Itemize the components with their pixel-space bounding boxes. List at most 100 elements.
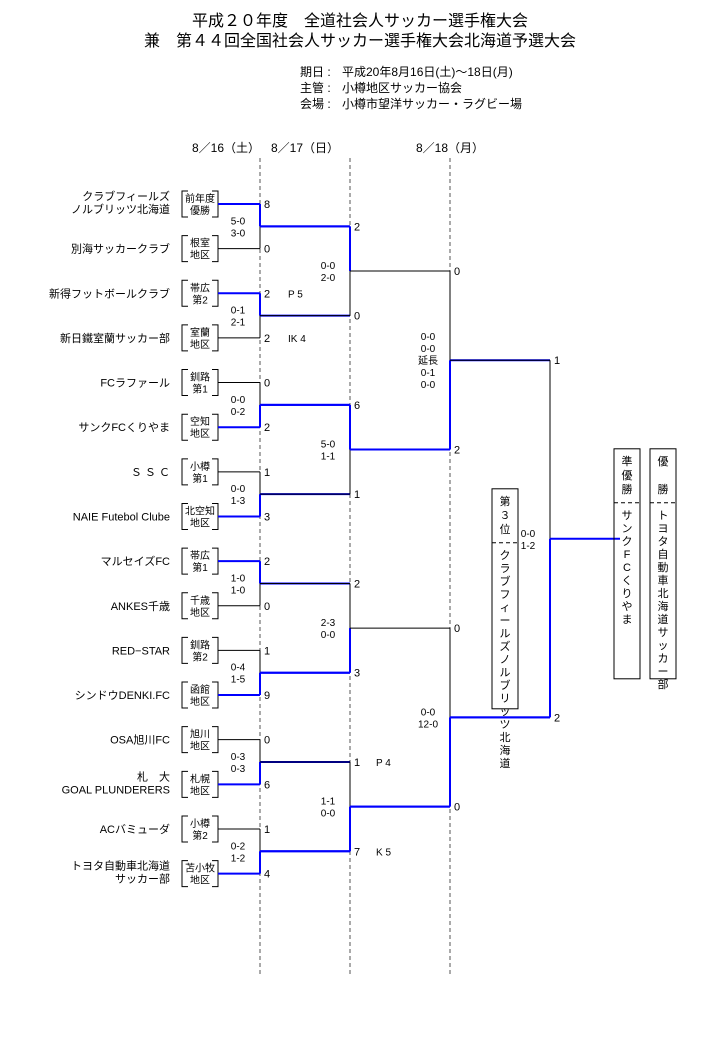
svg-text:地区: 地区 <box>190 427 210 440</box>
svg-text:平成20年8月16日(土)～18日(月): 平成20年8月16日(土)～18日(月) <box>342 65 513 79</box>
svg-text:8／16（土）: 8／16（土） <box>192 141 260 155</box>
svg-text:帯広: 帯広 <box>190 281 210 294</box>
svg-text:地区: 地区 <box>190 874 210 887</box>
team-name: シンドウDENKI.FC <box>75 689 170 702</box>
svg-text:フ: フ <box>500 589 511 601</box>
svg-text:ッ: ッ <box>500 706 511 718</box>
team-name: Ｓ Ｓ Ｃ <box>131 467 170 479</box>
svg-text:0-0: 0-0 <box>521 529 536 540</box>
svg-text:0-0: 0-0 <box>321 630 336 641</box>
svg-text:1-1: 1-1 <box>321 797 336 808</box>
svg-text:1-2: 1-2 <box>231 853 246 864</box>
svg-text:12-0: 12-0 <box>418 719 438 730</box>
svg-text:道: 道 <box>500 756 511 770</box>
svg-text:準: 準 <box>622 454 633 468</box>
svg-text:ヨ: ヨ <box>658 523 669 535</box>
svg-text:3-0: 3-0 <box>231 228 246 239</box>
svg-text:5-0: 5-0 <box>321 440 336 451</box>
svg-text:2: 2 <box>454 445 460 457</box>
svg-text:9: 9 <box>264 690 270 702</box>
svg-text:ク: ク <box>622 535 633 548</box>
svg-text:小樽地区サッカー協会: 小樽地区サッカー協会 <box>342 80 462 95</box>
svg-text:地区: 地区 <box>190 695 210 708</box>
svg-text:延長: 延長 <box>418 355 438 367</box>
svg-text:地区: 地区 <box>190 516 210 529</box>
svg-text:0-0: 0-0 <box>421 332 436 343</box>
team-name: 新得フットボールクラブ <box>49 286 170 300</box>
svg-text:前年度: 前年度 <box>185 192 215 205</box>
svg-text:優: 優 <box>622 469 633 482</box>
svg-text:期日 :: 期日 : <box>300 65 331 79</box>
svg-text:小樽市望洋サッカー・ラグビー場: 小樽市望洋サッカー・ラグビー場 <box>342 96 522 111</box>
svg-text:タ: タ <box>658 535 669 548</box>
svg-text:ー: ー <box>658 666 669 678</box>
svg-text:ル: ル <box>500 667 511 679</box>
svg-text:1: 1 <box>264 824 270 836</box>
svg-text:車: 車 <box>658 573 669 587</box>
svg-text:室蘭: 室蘭 <box>190 326 210 339</box>
svg-text:地区: 地区 <box>190 606 210 619</box>
svg-text:ク: ク <box>500 549 511 562</box>
svg-text:1-0: 1-0 <box>231 585 246 596</box>
svg-text:IK 4: IK 4 <box>288 334 306 345</box>
svg-text:0: 0 <box>264 601 270 613</box>
svg-text:6: 6 <box>354 400 360 412</box>
svg-text:千歳: 千歳 <box>190 595 210 607</box>
team-name: サンクFCくりやま <box>78 421 170 434</box>
svg-text:0: 0 <box>264 735 270 747</box>
svg-text:3: 3 <box>354 668 360 680</box>
svg-text:ま: ま <box>622 613 633 626</box>
svg-text:苫小牧: 苫小牧 <box>185 862 215 875</box>
svg-text:第: 第 <box>500 494 511 508</box>
svg-text:帯広: 帯広 <box>190 549 210 562</box>
svg-text:や: や <box>622 600 633 613</box>
team-name: マルセイズFC <box>101 554 170 568</box>
title-line-2: 兼 第４４回全国社会人サッカー選手権大会北海道予選大会 <box>144 32 576 50</box>
svg-text:ブ: ブ <box>500 678 511 692</box>
title-line-1: 平成２０年度 全道社会人サッカー選手権大会 <box>192 12 528 30</box>
svg-text:P 4: P 4 <box>376 758 391 769</box>
svg-text:優勝: 優勝 <box>190 204 210 217</box>
svg-text:5-0: 5-0 <box>231 216 246 227</box>
svg-text:ン: ン <box>622 523 633 535</box>
svg-text:0-4: 0-4 <box>231 663 246 674</box>
svg-text:1-0: 1-0 <box>231 573 246 584</box>
svg-text:第2: 第2 <box>192 829 208 842</box>
svg-text:ィ: ィ <box>500 602 511 614</box>
svg-text:2: 2 <box>554 712 560 724</box>
team-name: GOAL PLUNDERERS <box>62 784 170 796</box>
team-name: 札 大 <box>137 769 170 783</box>
svg-text:北空知: 北空知 <box>185 504 215 517</box>
svg-text:３: ３ <box>500 510 511 522</box>
svg-text:6: 6 <box>264 779 270 791</box>
svg-text:部: 部 <box>658 677 669 691</box>
svg-text:ト: ト <box>658 510 669 522</box>
svg-text:0-0: 0-0 <box>421 380 436 391</box>
svg-text:1: 1 <box>264 645 270 657</box>
svg-text:8／17（日）: 8／17（日） <box>271 141 339 155</box>
svg-text:0: 0 <box>454 266 460 278</box>
svg-text:位: 位 <box>500 522 511 536</box>
svg-text:2-0: 2-0 <box>321 273 336 284</box>
team-name: ACバミューダ <box>100 822 170 836</box>
svg-text:地区: 地区 <box>190 784 210 797</box>
svg-text:1: 1 <box>354 757 360 769</box>
svg-text:1-3: 1-3 <box>231 496 246 507</box>
svg-text:自: 自 <box>658 548 669 561</box>
svg-text:P 5: P 5 <box>288 289 303 300</box>
svg-text:釧路: 釧路 <box>190 638 210 651</box>
svg-text:0-1: 0-1 <box>231 306 246 317</box>
svg-text:0: 0 <box>354 311 360 323</box>
svg-text:1: 1 <box>554 355 560 367</box>
svg-text:0: 0 <box>454 623 460 635</box>
svg-text:第2: 第2 <box>192 650 208 663</box>
svg-text:K 5: K 5 <box>376 847 391 858</box>
svg-text:ラ: ラ <box>500 563 511 575</box>
svg-text:0-2: 0-2 <box>231 841 246 852</box>
team-name: FCラファール <box>100 378 170 390</box>
svg-text:主管 :: 主管 : <box>300 80 331 95</box>
svg-text:第1: 第1 <box>192 472 208 485</box>
svg-text:札幌: 札幌 <box>190 772 210 785</box>
svg-text:第1: 第1 <box>192 561 208 574</box>
svg-text:0: 0 <box>264 244 270 256</box>
